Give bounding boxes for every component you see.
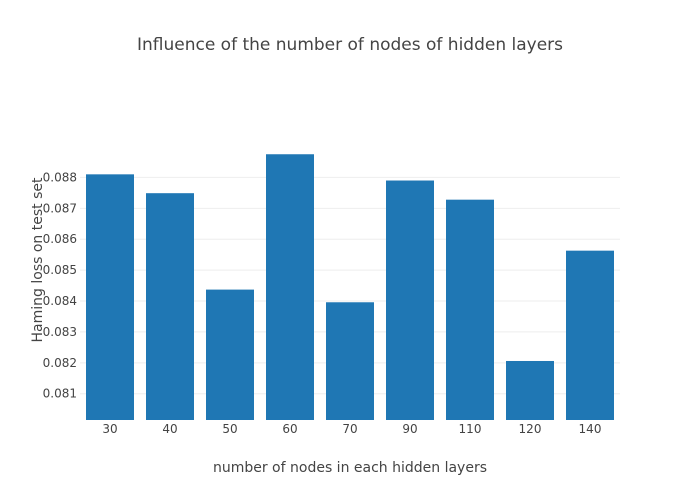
- bar-30[interactable]: [86, 174, 134, 420]
- y-tick-label: 0.082: [43, 356, 77, 370]
- chart-title: Influence of the number of nodes of hidd…: [137, 35, 563, 55]
- bar-120[interactable]: [506, 360, 554, 420]
- x-tick-label: 30: [102, 422, 117, 436]
- x-tick-label: 110: [459, 422, 482, 436]
- bar-70[interactable]: [326, 302, 374, 420]
- x-tick-label: 40: [162, 422, 177, 436]
- y-tick-label: 0.087: [43, 201, 77, 215]
- y-tick-label: 0.086: [43, 232, 77, 246]
- x-tick-label: 90: [402, 422, 417, 436]
- y-tick-label: 0.088: [43, 170, 77, 184]
- x-tick-label: 50: [222, 422, 237, 436]
- x-tick-label: 70: [342, 422, 357, 436]
- x-tick-label: 140: [579, 422, 602, 436]
- bar-110[interactable]: [446, 199, 494, 420]
- y-tick-label: 0.084: [43, 294, 77, 308]
- y-tick-label: 0.083: [43, 325, 77, 339]
- bars: [86, 154, 614, 420]
- bar-50[interactable]: [206, 289, 254, 420]
- x-tick-label: 120: [519, 422, 542, 436]
- y-tick-label: 0.085: [43, 263, 77, 277]
- y-axis-ticks: 0.081 0.082 0.083 0.084 0.085 0.086 0.087 0.088: [43, 170, 77, 400]
- x-axis-title: number of nodes in each hidden layers: [213, 460, 487, 476]
- x-tick-label: 60: [282, 422, 297, 436]
- y-axis-title: Haming loss on test set: [30, 177, 46, 342]
- y-tick-label: 0.081: [43, 387, 77, 401]
- bar-90[interactable]: [386, 180, 434, 420]
- bar-140[interactable]: [566, 250, 614, 420]
- bar-60[interactable]: [266, 154, 314, 420]
- x-axis-ticks: 30 40 50 60 70 90 110 120 140: [102, 422, 601, 436]
- bar-40[interactable]: [146, 193, 194, 420]
